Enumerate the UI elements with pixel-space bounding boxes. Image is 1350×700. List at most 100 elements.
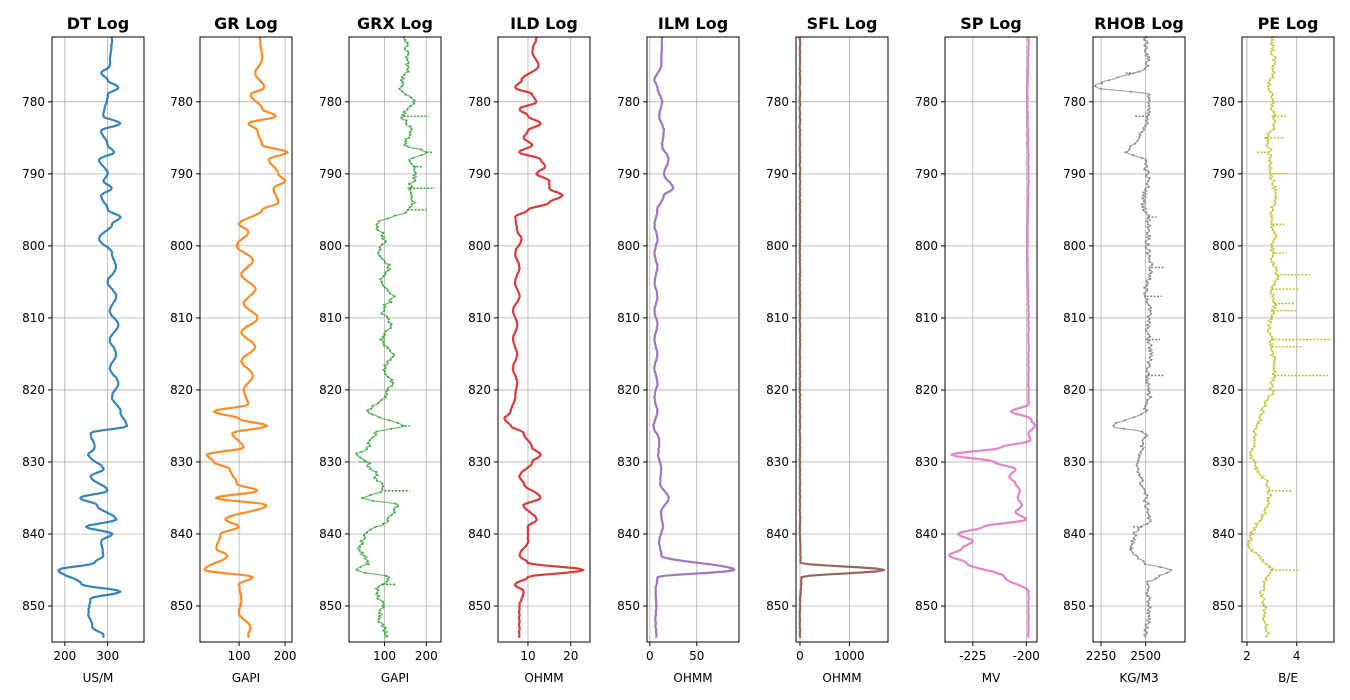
rhob-log-data-point: [1146, 393, 1149, 396]
grx-log-data-point: [404, 93, 407, 96]
pe-log-data-point: [1264, 508, 1267, 511]
pe-log-data-point: [1269, 326, 1272, 330]
pe-log-data-point: [1248, 545, 1251, 549]
pe-log-data-point: [1274, 191, 1277, 194]
pe-log-data-point: [1269, 292, 1272, 295]
rhob-log-data-point: [1138, 482, 1141, 485]
pe-log-data-point: [1260, 407, 1264, 410]
pe-log-data-point: [1269, 211, 1273, 214]
grx-log-data-point: [401, 90, 404, 93]
grx-log-data-point: [355, 568, 358, 572]
rhob-log-data-point: [1141, 197, 1144, 200]
grx-log-data-point: [407, 61, 410, 64]
y-tick-label: 830: [1063, 455, 1086, 469]
pe-log-data-point: [1264, 577, 1267, 580]
y-tick-label: 780: [915, 95, 938, 109]
rhob-log-data-point: [1136, 465, 1139, 468]
rhob-log-data-point: [1147, 102, 1150, 105]
grx-log-data-point: [379, 491, 382, 494]
pe-log-data-point: [1262, 580, 1265, 583]
grx-log-data-point: [387, 318, 390, 321]
rhob-log-data-point: [1143, 563, 1146, 566]
grx-log-data-point: [404, 56, 407, 59]
grx-log-data-point: [391, 381, 395, 384]
grx-log-data-point: [391, 378, 394, 381]
grx-log-data-point: [393, 295, 396, 298]
grx-log-data-point: [378, 246, 381, 249]
y-tick-label: 810: [170, 311, 193, 325]
grx-log-data-point: [377, 401, 380, 404]
grx-log-data-point: [361, 542, 364, 546]
pe-log-data-point: [1273, 280, 1276, 283]
rhob-log-data-point: [1129, 145, 1132, 148]
pe-log-data-point: [1269, 107, 1273, 111]
pe-log-data-point: [1270, 214, 1273, 217]
grx-log-panel: 780 790 800 810 820 830 840 850 100 200 GRX Log GAP…: [319, 14, 442, 685]
pe-log-data-point: [1267, 84, 1270, 88]
rhob-log-data-point: [1148, 237, 1151, 240]
grx-log-data-point: [384, 373, 387, 376]
y-tick-label: 850: [22, 599, 45, 613]
grx-log-data-point: [363, 537, 366, 540]
grx-log-data-point: [383, 309, 386, 312]
rhob-log-data-point: [1145, 375, 1148, 379]
rhob-log-data-point: [1143, 38, 1146, 42]
grx-log-data-point: [386, 361, 389, 364]
rhob-log-data-point: [1134, 142, 1137, 145]
grx-log-data-point: [388, 263, 391, 266]
rhob-log-data-point: [1144, 50, 1147, 53]
grx-log-data-point: [384, 574, 387, 577]
pe-log-data-point: [1253, 459, 1256, 462]
grx-log-data-point: [369, 468, 372, 471]
pe-log-data-point: [1253, 442, 1256, 445]
pe-log-data-point: [1263, 136, 1267, 139]
rhob-log-data-point: [1141, 485, 1144, 488]
grx-log-data-point: [402, 110, 405, 113]
rhob-log-data-point: [1128, 148, 1131, 151]
pe-log-data-point: [1255, 551, 1258, 554]
pe-log-data-point: [1272, 125, 1275, 128]
ild-log-series-line: [503, 36, 585, 639]
pe-log-data-point: [1272, 116, 1275, 119]
pe-log-data-point: [1257, 421, 1260, 425]
x-tick-label: 0: [796, 649, 804, 663]
grx-log-data-point: [359, 545, 362, 549]
pe-log-data-point: [1270, 205, 1273, 209]
rhob-log-data-point: [1148, 257, 1151, 260]
grx-log-data-point: [374, 525, 377, 528]
grx-log-data-point: [406, 107, 409, 111]
rhob-log-data-point: [1147, 105, 1150, 108]
rhob-log-data-point: [1148, 269, 1151, 272]
pe-log-data-point: [1273, 375, 1277, 379]
grx-log-data-point: [376, 591, 379, 595]
ilm-log-panel: 780 790 800 810 820 830 840 850 0 50 ILM Log OHMM: [617, 14, 740, 685]
grx-log-xlabel: GAPI: [381, 671, 409, 685]
rhob-log-data-point: [1138, 473, 1141, 476]
grx-log-data-point: [364, 571, 367, 575]
grx-log-data-point: [383, 364, 386, 367]
rhob-log-data-point: [1145, 338, 1148, 341]
rhob-log-data-point: [1148, 275, 1152, 278]
grx-log-data-point: [378, 254, 381, 258]
grx-log-data-point: [361, 551, 364, 554]
pe-log-data-point: [1272, 390, 1275, 393]
pe-log-data-point: [1271, 99, 1274, 102]
pe-log-data-point: [1254, 468, 1257, 471]
rhob-log-data-point: [1145, 370, 1148, 373]
rhob-log-data-point: [1145, 283, 1148, 286]
grx-log-data-point: [377, 252, 380, 255]
grx-log-data-point: [377, 589, 380, 592]
pe-log-data-point: [1263, 597, 1266, 600]
rhob-log-data-point: [1147, 171, 1150, 174]
rhob-log-panel: 780 790 800 810 820 830 840 850 2250 2500 RHOB Log…: [1063, 14, 1186, 685]
rhob-log-data-point: [1144, 240, 1147, 243]
pe-log-data-point: [1266, 139, 1269, 142]
rhob-log-data-point: [1148, 364, 1151, 367]
pe-log-data-point: [1274, 306, 1277, 309]
gr-log-title: GR Log: [214, 14, 278, 33]
pe-log-data-point: [1270, 223, 1273, 226]
rhob-log-data-point: [1142, 407, 1146, 410]
x-tick-label: 200: [415, 649, 438, 663]
grx-log-data-point: [381, 488, 384, 491]
rhob-log-data-point: [1125, 151, 1128, 154]
